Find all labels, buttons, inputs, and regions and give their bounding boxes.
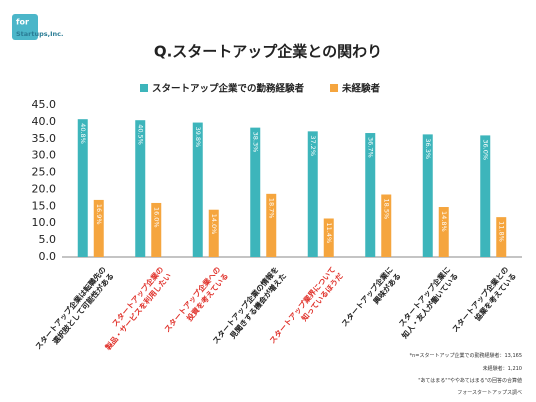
bar bbox=[208, 209, 219, 257]
logo-text: for bbox=[16, 18, 29, 27]
bar bbox=[192, 122, 203, 257]
value-label: 36.3% bbox=[424, 138, 432, 159]
value-label: 11.4% bbox=[325, 222, 333, 243]
value-label: 18.7% bbox=[267, 198, 275, 219]
bar bbox=[480, 135, 491, 257]
value-label: 14.8% bbox=[440, 211, 448, 232]
y-tick-label: 40.0 bbox=[32, 115, 57, 128]
y-tick-label: 5.0 bbox=[39, 233, 57, 246]
bar bbox=[422, 134, 433, 257]
legend-label: スタートアップ企業での勤務経験者 bbox=[152, 83, 305, 95]
bar bbox=[323, 218, 334, 257]
y-tick-label: 10.0 bbox=[32, 216, 57, 229]
value-label: 40.5% bbox=[136, 124, 144, 145]
footnote: フォースタートアップス調べ bbox=[457, 390, 522, 396]
bar bbox=[365, 133, 376, 257]
bar bbox=[266, 193, 277, 257]
value-label: 14.0% bbox=[210, 214, 218, 235]
y-tick-label: 45.0 bbox=[32, 98, 57, 111]
value-label: 16.0% bbox=[152, 207, 160, 228]
y-tick-label: 25.0 bbox=[32, 166, 57, 179]
bar bbox=[77, 119, 88, 257]
logo-mark bbox=[12, 14, 38, 40]
bar bbox=[135, 120, 146, 257]
value-label: 37.2% bbox=[309, 135, 317, 156]
legend-label: 未経験者 bbox=[341, 83, 381, 95]
y-tick-label: 15.0 bbox=[32, 199, 57, 212]
y-tick-label: 0.0 bbox=[39, 250, 57, 263]
legend-swatch bbox=[330, 84, 339, 92]
bar bbox=[93, 199, 104, 257]
bar bbox=[151, 202, 162, 257]
value-label: 11.8% bbox=[497, 221, 505, 242]
footnote: 未経験者：1,210 bbox=[482, 366, 522, 372]
bar bbox=[496, 217, 507, 257]
y-tick-label: 30.0 bbox=[32, 149, 57, 162]
bar bbox=[438, 207, 449, 257]
footnote: *n=スタートアップ企業での勤務経験者：13,165 bbox=[409, 353, 522, 359]
bar bbox=[250, 127, 261, 258]
value-label: 36.7% bbox=[366, 137, 374, 158]
y-tick-label: 20.0 bbox=[32, 182, 57, 195]
y-tick-label: 35.0 bbox=[32, 132, 57, 145]
legend-swatch bbox=[140, 84, 148, 92]
bar bbox=[381, 194, 392, 257]
value-label: 38.3% bbox=[251, 132, 259, 153]
value-label: 39.8% bbox=[194, 127, 202, 148]
footnote: "あてはまる""ややあてはまる"の回答の合算値 bbox=[418, 378, 522, 384]
bar bbox=[307, 131, 318, 257]
value-label: 36.0% bbox=[481, 139, 489, 160]
value-label: 40.8% bbox=[79, 123, 87, 144]
chart-title: Q.スタートアップ企業との関わり bbox=[154, 43, 382, 61]
value-label: 16.9% bbox=[95, 204, 103, 225]
logo-text: Startups,Inc. bbox=[16, 30, 63, 38]
value-label: 18.5% bbox=[382, 199, 390, 220]
